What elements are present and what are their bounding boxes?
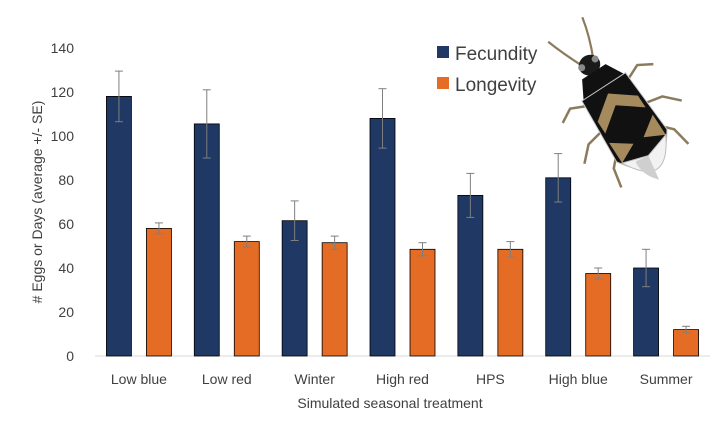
y-tick-label: 60 <box>58 216 74 232</box>
x-tick-label: Low red <box>202 371 252 387</box>
legend-swatch-longevity <box>437 77 449 89</box>
x-tick-label: HPS <box>476 371 505 387</box>
y-tick-label: 20 <box>58 304 74 320</box>
legend-swatch-fecundity <box>437 46 449 58</box>
y-tick-label: 40 <box>58 260 74 276</box>
bar-fecundity <box>545 177 572 357</box>
legend-label-longevity: Longevity <box>455 75 537 96</box>
bars-layer <box>106 70 699 357</box>
x-tick-label: Summer <box>640 371 693 387</box>
bar-longevity <box>497 248 524 357</box>
y-tick-label: 140 <box>51 40 75 56</box>
legend: Fecundity Longevity <box>437 44 538 96</box>
x-tick-label: High red <box>376 371 429 387</box>
bar-fecundity <box>369 118 396 357</box>
y-tick-label: 100 <box>51 128 75 144</box>
x-axis-title: Simulated seasonal treatment <box>297 395 482 411</box>
y-axis: 0 20 40 60 80 100 120 140 <box>51 40 75 364</box>
x-tick-label: High blue <box>549 371 608 387</box>
x-tick-label: Winter <box>294 371 335 387</box>
bar-longevity <box>321 242 348 357</box>
bug-icon <box>547 16 690 188</box>
y-tick-label: 120 <box>51 84 75 100</box>
bar-fecundity <box>106 96 132 357</box>
y-axis-title: # Eggs or Days (average +/- SE) <box>29 101 45 304</box>
bar-fecundity <box>457 194 484 357</box>
bar-longevity <box>409 248 436 357</box>
bar-longevity <box>585 273 612 357</box>
x-tick-label: Low blue <box>111 371 167 387</box>
x-axis: Low blue Low red Winter High red HPS High blu… <box>111 371 693 387</box>
y-tick-label: 80 <box>58 172 74 188</box>
bar-fecundity <box>193 123 220 357</box>
bar-longevity <box>233 241 260 357</box>
legend-label-fecundity: Fecundity <box>455 44 538 65</box>
bar-longevity <box>673 329 699 357</box>
y-tick-label: 0 <box>66 348 74 364</box>
bar-fecundity <box>281 220 308 357</box>
bar-longevity <box>146 227 172 357</box>
